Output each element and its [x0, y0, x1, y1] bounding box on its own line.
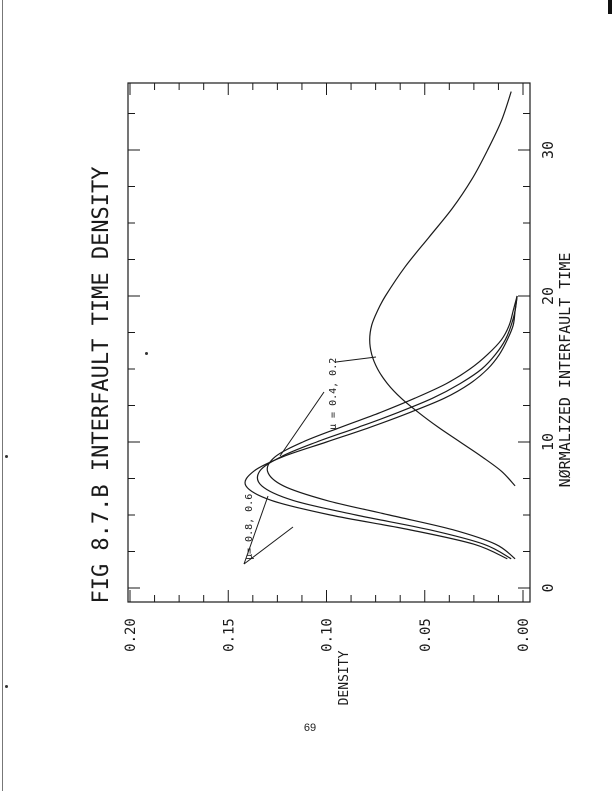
- plot-frame: [127, 82, 531, 603]
- y-tick-label: 0.20: [123, 618, 139, 652]
- paper-speck: [5, 455, 8, 458]
- series-line-2: [266, 295, 518, 560]
- y-tick-label: 0.05: [418, 618, 434, 652]
- x-axis-label: NØRMALIZED INTERFAULT TIME: [556, 253, 574, 488]
- x-tick-label: 20: [539, 287, 557, 305]
- x-tick-label: 30: [539, 141, 557, 159]
- series-line-0: [244, 295, 518, 560]
- annotation-leader: [243, 526, 294, 565]
- series-line-3: [369, 91, 516, 487]
- x-tick-label: 10: [539, 433, 557, 451]
- page-number: 69: [303, 722, 317, 734]
- paper-speck: [5, 685, 8, 688]
- annotation-leader: [335, 356, 377, 363]
- annotation-leader: [243, 495, 269, 565]
- page-corner-mark: [608, 0, 612, 14]
- annotation-label: μ = 0.4, 0.2: [328, 358, 339, 430]
- y-tick-label: 0.10: [320, 618, 336, 652]
- annotation-leader: [279, 391, 325, 457]
- series-line-1: [256, 295, 518, 560]
- page-left-edge: [2, 0, 3, 791]
- x-tick-label: 0: [539, 583, 557, 592]
- y-tick-label: 0.00: [516, 618, 532, 652]
- y-axis-label: DENSITY: [337, 650, 352, 705]
- y-tick-label: 0.15: [221, 618, 237, 652]
- chart-title: FIG 8.7.B INTERFAULT TIME DENSITY: [89, 166, 114, 603]
- paper-speck: [145, 352, 148, 355]
- annotation-label: μ= 0.8, 0.6: [244, 494, 255, 560]
